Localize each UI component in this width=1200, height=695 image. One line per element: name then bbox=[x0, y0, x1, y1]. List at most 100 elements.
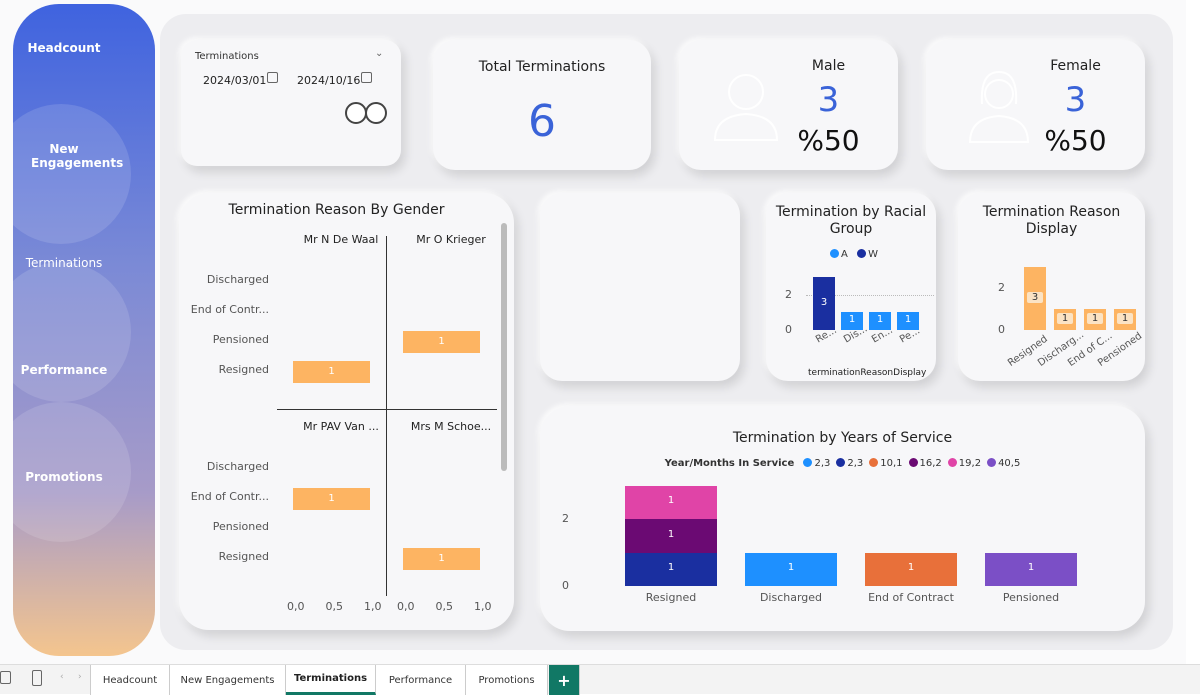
male-person-icon bbox=[713, 74, 779, 141]
nav-item-promotions[interactable]: Promotions bbox=[25, 470, 103, 484]
tab-terminations[interactable]: Terminations bbox=[286, 665, 376, 695]
legend-dot bbox=[836, 458, 846, 467]
nav-item-terminations[interactable]: Terminations bbox=[25, 256, 103, 270]
slider-handle-end[interactable] bbox=[365, 102, 387, 124]
x-tick-label: End of Contract bbox=[868, 591, 954, 604]
data-label: 1 bbox=[667, 562, 675, 574]
x-tick-label: 0,0 bbox=[397, 600, 415, 613]
next-page-icon[interactable]: › bbox=[78, 672, 82, 682]
y-tick-label: 2 bbox=[562, 512, 569, 525]
data-label: 1 bbox=[904, 314, 912, 326]
bar: 1 bbox=[985, 552, 1077, 586]
bar: 1 bbox=[293, 361, 370, 383]
x-tick-label: 1,0 bbox=[364, 600, 382, 613]
nav-item-performance[interactable]: Performance bbox=[20, 363, 108, 377]
y-tick-label: 2 bbox=[785, 287, 792, 301]
bar: 1 bbox=[625, 519, 717, 553]
date-slicer-card: Terminations ⌄ 2024/03/01 2024/10/16 bbox=[181, 40, 401, 166]
x-axis-title: terminationReasonDisplay bbox=[808, 368, 927, 378]
tab-new-engagements[interactable]: New Engagements bbox=[170, 665, 286, 695]
legend-label: 2,3 bbox=[847, 458, 864, 469]
calendar-icon[interactable] bbox=[361, 72, 372, 83]
total-terminations-value: 6 bbox=[528, 96, 556, 147]
report-canvas: Headcount New Engagements Terminations P… bbox=[13, 4, 1173, 656]
data-label: 1 bbox=[438, 553, 445, 564]
male-percent: %50 bbox=[797, 124, 860, 157]
y-tick-label: 0 bbox=[562, 579, 569, 592]
legend-dot-w bbox=[857, 249, 867, 258]
chevron-down-icon[interactable]: ⌄ bbox=[375, 48, 384, 59]
legend-label-w: W bbox=[868, 249, 878, 260]
category-label: Pensioned bbox=[212, 520, 269, 533]
nav-bubble bbox=[13, 402, 131, 542]
data-label: 3 bbox=[1027, 291, 1043, 303]
legend-dot bbox=[947, 458, 957, 467]
chart-title: Termination Reason By Gender bbox=[228, 202, 445, 218]
bar: 1 bbox=[403, 331, 480, 353]
nav-item-headcount[interactable]: Headcount bbox=[27, 41, 101, 55]
end-date-input[interactable]: 2024/10/16 bbox=[297, 74, 361, 87]
tab-promotions[interactable]: Promotions bbox=[466, 665, 548, 695]
data-label: 1 bbox=[1057, 312, 1073, 324]
y-tick-label: 0 bbox=[998, 323, 1005, 336]
tab-headcount[interactable]: Headcount bbox=[90, 665, 170, 695]
bar: 1 bbox=[869, 312, 891, 330]
bar: 1 bbox=[745, 552, 837, 586]
panel-divider-horizontal bbox=[277, 409, 497, 410]
add-page-button[interactable]: + bbox=[549, 665, 580, 695]
legend-dot bbox=[987, 458, 997, 467]
legend: A W bbox=[766, 249, 936, 260]
prev-page-icon[interactable]: ‹ bbox=[60, 672, 64, 682]
data-label: 1 bbox=[1117, 312, 1133, 324]
x-tick-label: Pensioned bbox=[1002, 591, 1060, 604]
x-tick-label: Discharged bbox=[759, 591, 823, 604]
slider-handle-start[interactable] bbox=[345, 102, 367, 124]
data-label: 1 bbox=[876, 314, 884, 326]
bar: 1 bbox=[897, 312, 919, 330]
tab-performance[interactable]: Performance bbox=[376, 665, 466, 695]
slicer-title: Terminations bbox=[195, 51, 259, 62]
panel-divider-vertical bbox=[386, 236, 387, 596]
male-title: Male bbox=[811, 58, 846, 74]
data-label: 1 bbox=[848, 314, 856, 326]
x-tick-label: 0,0 bbox=[287, 600, 305, 613]
reason-display-card: Termination Reason Display 0 2 3 Resigned 1 D… bbox=[958, 193, 1145, 381]
bar: 1 bbox=[293, 488, 370, 510]
bar: 3 bbox=[1024, 267, 1046, 330]
bar: 1 bbox=[625, 552, 717, 586]
blank-card bbox=[540, 193, 740, 381]
data-label: 1 bbox=[667, 495, 675, 507]
reason-by-gender-card: Termination Reason By Gender Mr N De Waa… bbox=[179, 193, 514, 630]
mobile-view-icon[interactable] bbox=[32, 670, 42, 686]
total-terminations-card: Total Terminations 6 bbox=[433, 40, 651, 170]
bar: 1 bbox=[865, 552, 957, 586]
nav-bubble bbox=[13, 104, 131, 244]
bar: 1 bbox=[1054, 309, 1076, 330]
sidebar-nav: Headcount New Engagements Terminations P… bbox=[13, 4, 155, 656]
nav-item-new-engagements[interactable]: New Engagements bbox=[31, 142, 124, 170]
x-tick-label: 1,0 bbox=[474, 600, 492, 613]
legend-label: 16,2 bbox=[919, 458, 942, 469]
legend-label: 2,3 bbox=[814, 458, 831, 469]
data-label: 1 bbox=[1027, 562, 1035, 574]
start-date-input[interactable]: 2024/03/01 bbox=[203, 74, 267, 87]
scrollbar[interactable] bbox=[501, 223, 507, 471]
calendar-icon[interactable] bbox=[267, 72, 278, 83]
category-label: Resigned bbox=[218, 363, 269, 376]
legend-dot bbox=[803, 458, 813, 467]
bar: 1 bbox=[1084, 309, 1106, 330]
x-tick-label: 0,5 bbox=[325, 600, 344, 613]
chart-title: Termination Reason Display bbox=[982, 204, 1121, 237]
gridline bbox=[806, 294, 934, 296]
male-card: Male 3 %50 bbox=[679, 40, 898, 170]
bar: 1 bbox=[841, 312, 863, 330]
bar: 1 bbox=[403, 548, 480, 570]
category-label: Discharged bbox=[206, 460, 269, 473]
y-tick-label: 0 bbox=[785, 323, 792, 336]
legend-label-a: A bbox=[841, 249, 848, 260]
data-label: 1 bbox=[907, 562, 915, 574]
legend-items: 2,3 2,3 10,1 16,2 19,2 40,5 bbox=[797, 458, 1020, 469]
data-label: 1 bbox=[787, 562, 795, 574]
female-title: Female bbox=[1050, 58, 1101, 74]
desktop-view-icon[interactable] bbox=[0, 671, 11, 684]
